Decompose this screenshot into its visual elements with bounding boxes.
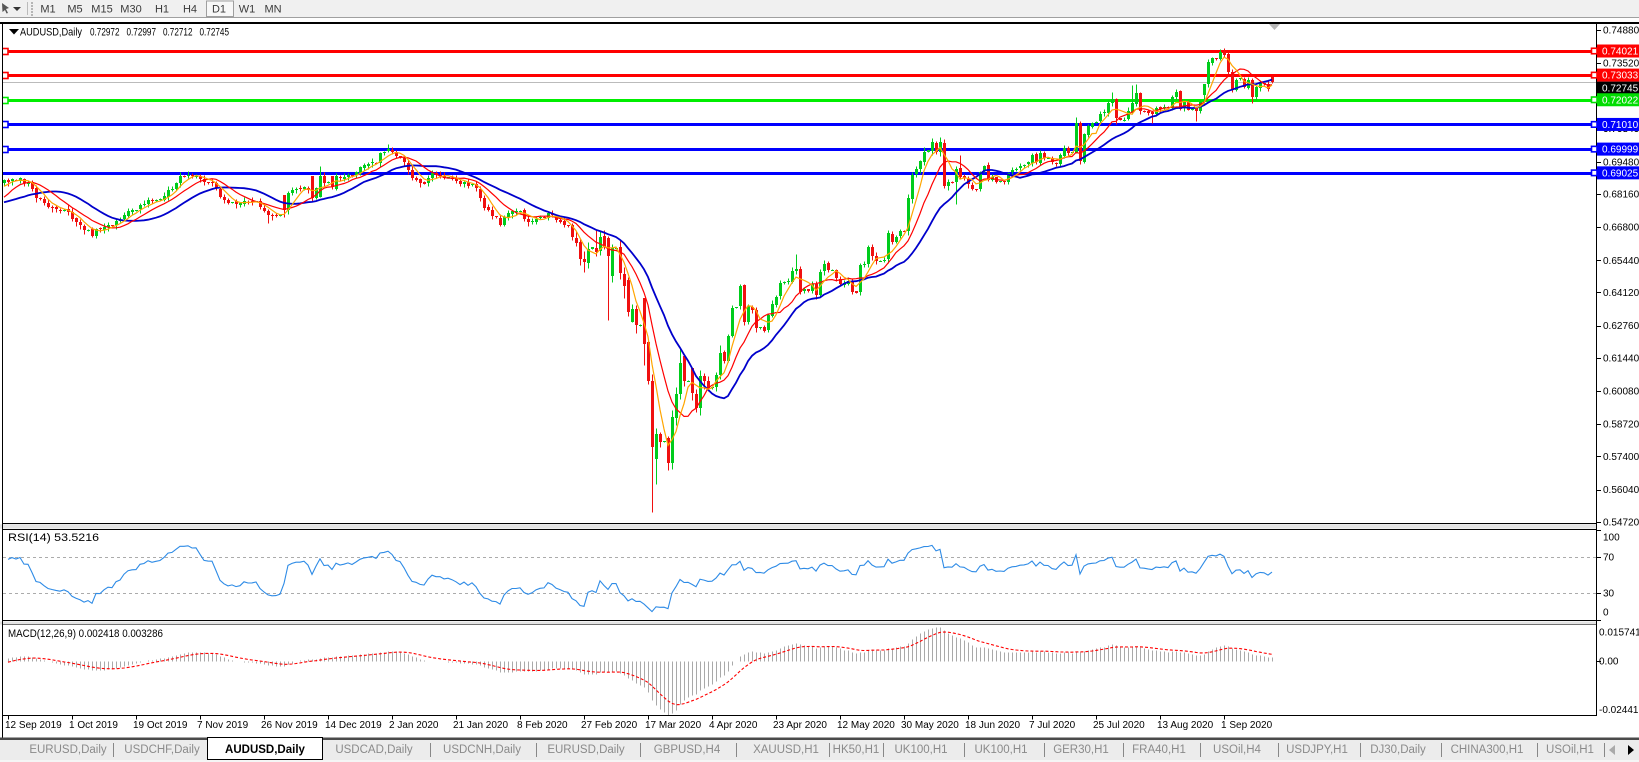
svg-text:0.56040: 0.56040 [1603, 485, 1639, 496]
svg-text:M30: M30 [120, 4, 141, 16]
svg-text:8 Feb 2020: 8 Feb 2020 [517, 720, 568, 731]
svg-text:13 Aug 2020: 13 Aug 2020 [1157, 720, 1214, 731]
svg-text:0.61440: 0.61440 [1603, 353, 1639, 364]
svg-text:100: 100 [1603, 533, 1620, 544]
svg-text:0.66800: 0.66800 [1603, 223, 1639, 234]
svg-text:RSI(14) 53.5216: RSI(14) 53.5216 [8, 532, 99, 544]
svg-text:DJ30,Daily: DJ30,Daily [1370, 744, 1426, 756]
svg-text:0.65440: 0.65440 [1603, 256, 1639, 267]
svg-text:0.72712: 0.72712 [163, 27, 193, 39]
svg-text:AUDUSD,Daily: AUDUSD,Daily [225, 744, 305, 756]
svg-text:0.00: 0.00 [1599, 657, 1619, 668]
svg-text:12 May 2020: 12 May 2020 [837, 720, 895, 731]
svg-text:0.72997: 0.72997 [127, 27, 157, 39]
svg-text:0.73520: 0.73520 [1603, 59, 1639, 70]
svg-text:USOil,H4: USOil,H4 [1213, 744, 1262, 756]
svg-text:0.69025: 0.69025 [1602, 168, 1639, 179]
svg-text:EURUSD,Daily: EURUSD,Daily [29, 744, 107, 756]
svg-text:30 May 2020: 30 May 2020 [901, 720, 959, 731]
svg-text:0.72745: 0.72745 [1602, 84, 1639, 95]
svg-text:27 Feb 2020: 27 Feb 2020 [581, 720, 638, 731]
svg-text:FRA40,H1: FRA40,H1 [1132, 744, 1186, 756]
svg-text:0.69999: 0.69999 [1602, 145, 1639, 156]
svg-text:7 Nov 2019: 7 Nov 2019 [197, 720, 249, 731]
svg-text:19 Oct 2019: 19 Oct 2019 [133, 720, 188, 731]
svg-text:18 Jun 2020: 18 Jun 2020 [965, 720, 1020, 731]
svg-text:USDCAD,Daily: USDCAD,Daily [335, 744, 413, 756]
svg-text:12 Sep 2019: 12 Sep 2019 [5, 720, 62, 731]
svg-text:M15: M15 [91, 4, 112, 16]
svg-text:14 Dec 2019: 14 Dec 2019 [325, 720, 382, 731]
svg-text:2 Jan 2020: 2 Jan 2020 [389, 720, 439, 731]
svg-text:HK50,H1: HK50,H1 [833, 744, 880, 756]
svg-text:MN: MN [264, 4, 281, 16]
svg-text:23 Apr 2020: 23 Apr 2020 [773, 720, 827, 731]
svg-text:25 Jul 2020: 25 Jul 2020 [1093, 720, 1145, 731]
svg-text:0.69480: 0.69480 [1603, 157, 1639, 168]
svg-text:UK100,H1: UK100,H1 [974, 744, 1027, 756]
svg-text:70: 70 [1603, 553, 1615, 564]
svg-text:H4: H4 [183, 4, 197, 16]
svg-text:1 Oct 2019: 1 Oct 2019 [69, 720, 118, 731]
svg-text:GER30,H1: GER30,H1 [1053, 744, 1109, 756]
svg-text:26 Nov 2019: 26 Nov 2019 [261, 720, 318, 731]
svg-text:EURUSD,Daily: EURUSD,Daily [547, 744, 625, 756]
svg-text:UK100,H1: UK100,H1 [894, 744, 947, 756]
svg-text:0.015741: 0.015741 [1599, 628, 1639, 639]
svg-text:0.54720: 0.54720 [1603, 517, 1639, 528]
svg-text:17 Mar 2020: 17 Mar 2020 [645, 720, 702, 731]
svg-text:MACD(12,26,9) 0.002418 0.00328: MACD(12,26,9) 0.002418 0.003286 [8, 628, 163, 640]
svg-text:AUDUSD,Daily: AUDUSD,Daily [20, 27, 82, 39]
svg-text:USOil,H1: USOil,H1 [1546, 744, 1594, 756]
svg-text:0.73033: 0.73033 [1602, 71, 1639, 82]
svg-text:USDJPY,H1: USDJPY,H1 [1286, 744, 1348, 756]
svg-text:0.58720: 0.58720 [1603, 420, 1639, 431]
svg-text:XAUUSD,H1: XAUUSD,H1 [753, 744, 819, 756]
svg-text:USDCHF,Daily: USDCHF,Daily [124, 744, 200, 756]
svg-text:0.62760: 0.62760 [1603, 321, 1639, 332]
svg-text:0: 0 [1603, 608, 1609, 619]
svg-text:0.72022: 0.72022 [1602, 95, 1639, 106]
svg-text:0.64120: 0.64120 [1603, 288, 1639, 299]
svg-text:CHINA300,H1: CHINA300,H1 [1451, 744, 1524, 756]
svg-text:30: 30 [1603, 589, 1615, 600]
svg-text:-0.024412: -0.024412 [1599, 705, 1639, 716]
svg-text:M1: M1 [40, 4, 55, 16]
svg-text:0.74021: 0.74021 [1602, 47, 1639, 58]
svg-text:M5: M5 [67, 4, 82, 16]
svg-text:1 Sep 2020: 1 Sep 2020 [1221, 720, 1273, 731]
svg-text:0.74880: 0.74880 [1603, 26, 1639, 37]
svg-text:W1: W1 [239, 4, 256, 16]
svg-text:0.60080: 0.60080 [1603, 387, 1639, 398]
svg-text:0.72972: 0.72972 [90, 27, 120, 39]
svg-text:7 Jul 2020: 7 Jul 2020 [1029, 720, 1076, 731]
svg-text:21 Jan 2020: 21 Jan 2020 [453, 720, 508, 731]
svg-text:H1: H1 [155, 4, 169, 16]
svg-text:0.71010: 0.71010 [1602, 120, 1639, 131]
svg-text:0.68160: 0.68160 [1603, 190, 1639, 201]
svg-text:0.72745: 0.72745 [200, 27, 230, 39]
svg-text:USDCNH,Daily: USDCNH,Daily [443, 744, 521, 756]
svg-text:D1: D1 [212, 4, 226, 16]
svg-text:0.57400: 0.57400 [1603, 452, 1639, 463]
svg-text:4 Apr 2020: 4 Apr 2020 [709, 720, 758, 731]
svg-text:GBPUSD,H4: GBPUSD,H4 [654, 744, 721, 756]
